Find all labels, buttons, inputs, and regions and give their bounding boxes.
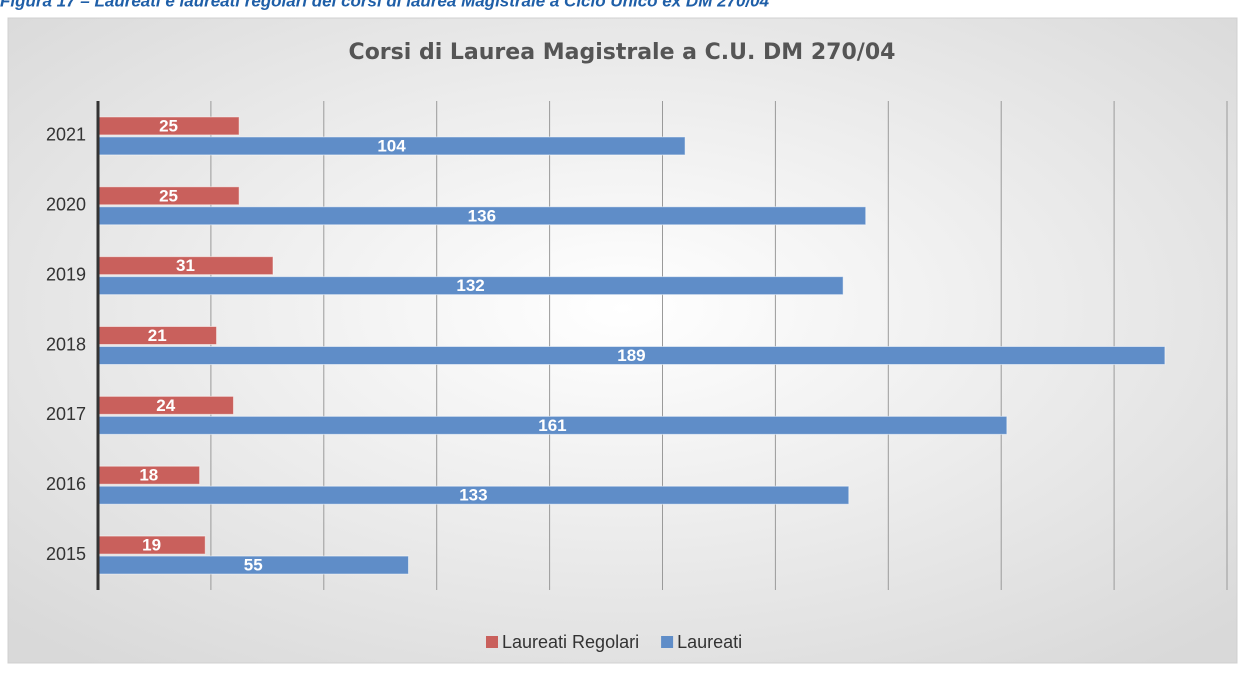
value-label: 19 [142,536,161,555]
y-tick-label: 2017 [46,404,86,424]
legend-swatch [661,636,674,648]
value-label: 132 [456,276,484,295]
figure-heading: Figura 17 – Laureati e laureati regolari… [0,0,770,10]
legend-swatch [486,636,498,648]
legend-label: Laureati Regolari [502,632,639,652]
value-label: 189 [617,346,645,365]
value-label: 104 [377,136,406,155]
legend-label: Laureati [677,632,742,652]
chart-title: Corsi di Laurea Magistrale a C.U. DM 270… [349,40,896,65]
value-label: 21 [148,326,167,345]
y-tick-label: 2018 [46,334,86,354]
value-label: 161 [538,416,566,435]
value-label: 31 [176,256,195,275]
value-label: 133 [459,486,487,505]
y-tick-label: 2015 [46,544,86,564]
value-label: 25 [159,186,178,205]
value-label: 24 [156,396,175,415]
y-tick-label: 2020 [46,195,86,215]
value-label: 55 [244,556,263,575]
value-label: 136 [468,206,496,225]
value-label: 25 [159,116,178,135]
y-tick-label: 2019 [46,264,86,284]
y-tick-label: 2016 [46,474,86,494]
value-label: 18 [139,466,158,485]
y-tick-label: 2021 [46,125,86,145]
